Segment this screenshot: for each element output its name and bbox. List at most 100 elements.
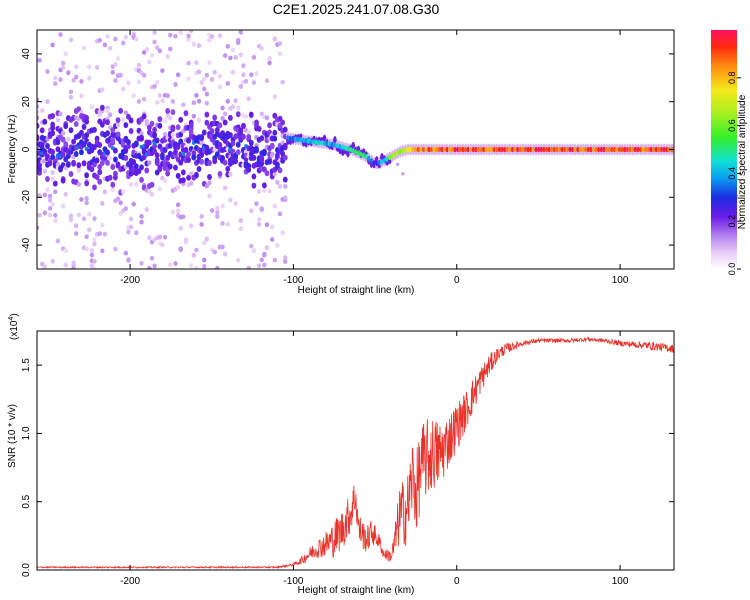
spectrogram-cell (53, 218, 58, 224)
spectrogram-cell (175, 143, 181, 150)
spectrogram-cell (181, 151, 186, 156)
snr-axis-ticks: -200 -100 0 100 0.0 0.5 1.0 1.5 (21, 331, 674, 587)
spectrogram-cell (136, 62, 142, 68)
spectrogram-cell (217, 33, 223, 39)
spectrogram-cell (259, 156, 265, 163)
spectrogram-cell (220, 221, 225, 226)
spectrogram-cell (55, 139, 61, 146)
spectrogram-cell (277, 51, 283, 57)
spectrogram-cell (188, 223, 194, 229)
spectrogram-cell (178, 138, 184, 145)
spectrogram-cell (141, 96, 147, 102)
spectrogram-cell (196, 166, 202, 173)
spectrogram-cell (152, 148, 158, 155)
spectrogram-cell (249, 208, 254, 214)
snr-multiplier-base: (x10 (9, 320, 20, 340)
spectrogram-cell (246, 129, 251, 135)
spectrogram-cell (105, 130, 110, 137)
spectrogram-cell (264, 245, 270, 251)
spectrogram-cell (149, 191, 155, 197)
spectrogram-cell (264, 115, 270, 121)
spectrogram-cell (47, 197, 53, 203)
spectrogram-cell (110, 164, 116, 171)
spectrogram-cell (50, 202, 55, 207)
spectrogram-cell (157, 93, 163, 98)
spectrogram-cell (50, 112, 56, 119)
spectrogram-cell (188, 122, 194, 129)
spectrogram-cell (322, 134, 327, 143)
spectrogram-cell (188, 180, 194, 186)
y-tick-label: -40 (21, 237, 32, 252)
y-tick-label: -20 (21, 190, 32, 205)
spectrogram-cell (235, 149, 241, 156)
spectrogram-cell (39, 127, 45, 134)
spectrogram-cell (220, 203, 225, 209)
y-tick-label: 20 (21, 96, 32, 108)
spectrogram-cell (89, 104, 95, 110)
spectrogram-xlabel: Height of straight line (km) (298, 285, 415, 296)
spectrogram-cell (149, 52, 155, 58)
spectrogram-cell (241, 63, 246, 69)
spectrogram-cell (47, 212, 53, 218)
spectrogram-cell (97, 37, 102, 43)
spectrogram-cell (76, 168, 82, 173)
spectrogram-cell (220, 105, 225, 111)
spectrogram-cell (280, 230, 285, 236)
spectrogram-cell (134, 230, 139, 236)
spectrogram-cell (238, 226, 244, 232)
spectrogram-cell (170, 99, 176, 104)
spectrogram-cell (170, 124, 176, 131)
spectrogram-cell (68, 171, 74, 178)
spectrogram-cell (139, 135, 144, 142)
spectrogram-cell (55, 146, 61, 153)
spectrogram-cell (212, 114, 218, 121)
spectrogram-cell (162, 234, 168, 240)
spectrogram-cell (178, 247, 183, 253)
spectrogram-cell (45, 176, 50, 183)
spectrogram-cell (65, 161, 71, 168)
spectrogram-cell (215, 265, 220, 269)
spectrogram-ylabel: Frequency (Hz) (7, 115, 18, 184)
y-tick-label: 0.5 (21, 494, 32, 508)
colorbar-tick-label: 0.0 (727, 263, 737, 276)
spectrogram-cell (162, 132, 168, 137)
colorbar-tick-label: 0.8 (727, 72, 737, 85)
y-tick-label: 40 (21, 48, 32, 60)
spectrogram-cell (277, 41, 283, 46)
spectrogram-cell (228, 55, 233, 61)
spectrogram-cell (60, 151, 66, 158)
spectrogram-cell (37, 122, 40, 129)
spectrogram-cell (84, 172, 90, 179)
spectrogram-cell (81, 45, 87, 51)
spectrogram-cell (87, 211, 92, 217)
spectrogram-cell (227, 114, 233, 121)
svg-text:(x104): (x104) (8, 313, 20, 340)
spectrogram-cell (45, 69, 50, 74)
spectrogram-cell (196, 69, 202, 75)
colorbar-ticks: 0.0 0.2 0.4 0.6 0.8 (727, 72, 741, 276)
spectrogram-cell (121, 86, 126, 92)
spectrogram-cell (102, 42, 108, 48)
spectrogram-cell (168, 32, 173, 38)
spectrogram-cell (283, 259, 288, 264)
spectrogram-cell (270, 224, 275, 230)
spectrogram-cell (63, 191, 68, 197)
spectrogram-cell (186, 151, 191, 158)
spectrogram-cell (99, 104, 105, 111)
x-tick-label: -100 (283, 275, 303, 286)
spectrogram-cell (246, 96, 251, 102)
spectrogram-cell (251, 173, 257, 180)
snr-multiplier: (x104) (8, 313, 20, 340)
spectrogram-cell (246, 265, 251, 269)
spectrogram-cell (110, 187, 115, 193)
spectrogram-cell (180, 169, 186, 176)
spectrogram-cell (181, 214, 186, 220)
spectrogram-cell (194, 171, 199, 178)
spectrogram-cell (84, 180, 90, 187)
spectrogram-cell (45, 99, 50, 104)
spectrogram-cell (217, 73, 223, 79)
snr-series-line (37, 336, 674, 570)
spectrogram-cell (76, 212, 82, 218)
snr-panel: -200 -100 0 100 0.0 0.5 1.0 1.5 Height of strai… (7, 313, 675, 596)
